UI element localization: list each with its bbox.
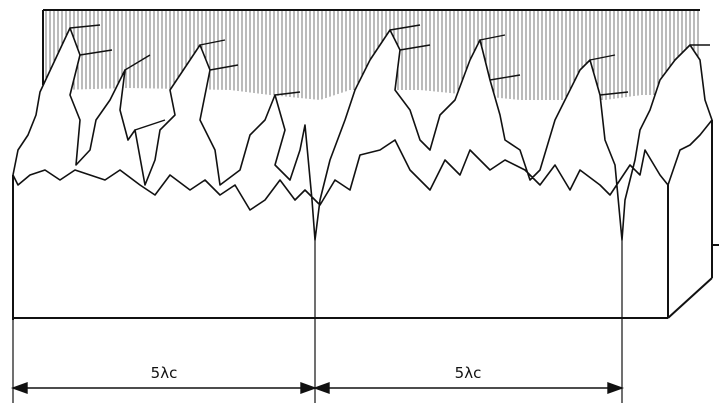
dimension-lines <box>10 382 625 394</box>
peak-facets <box>69 24 710 131</box>
dimension-label-left: 5λc <box>151 364 178 382</box>
extension-lines <box>12 240 623 403</box>
block-outline <box>12 9 719 320</box>
roughness-profile <box>12 27 713 241</box>
dimension-label-right: 5λc <box>455 364 482 382</box>
